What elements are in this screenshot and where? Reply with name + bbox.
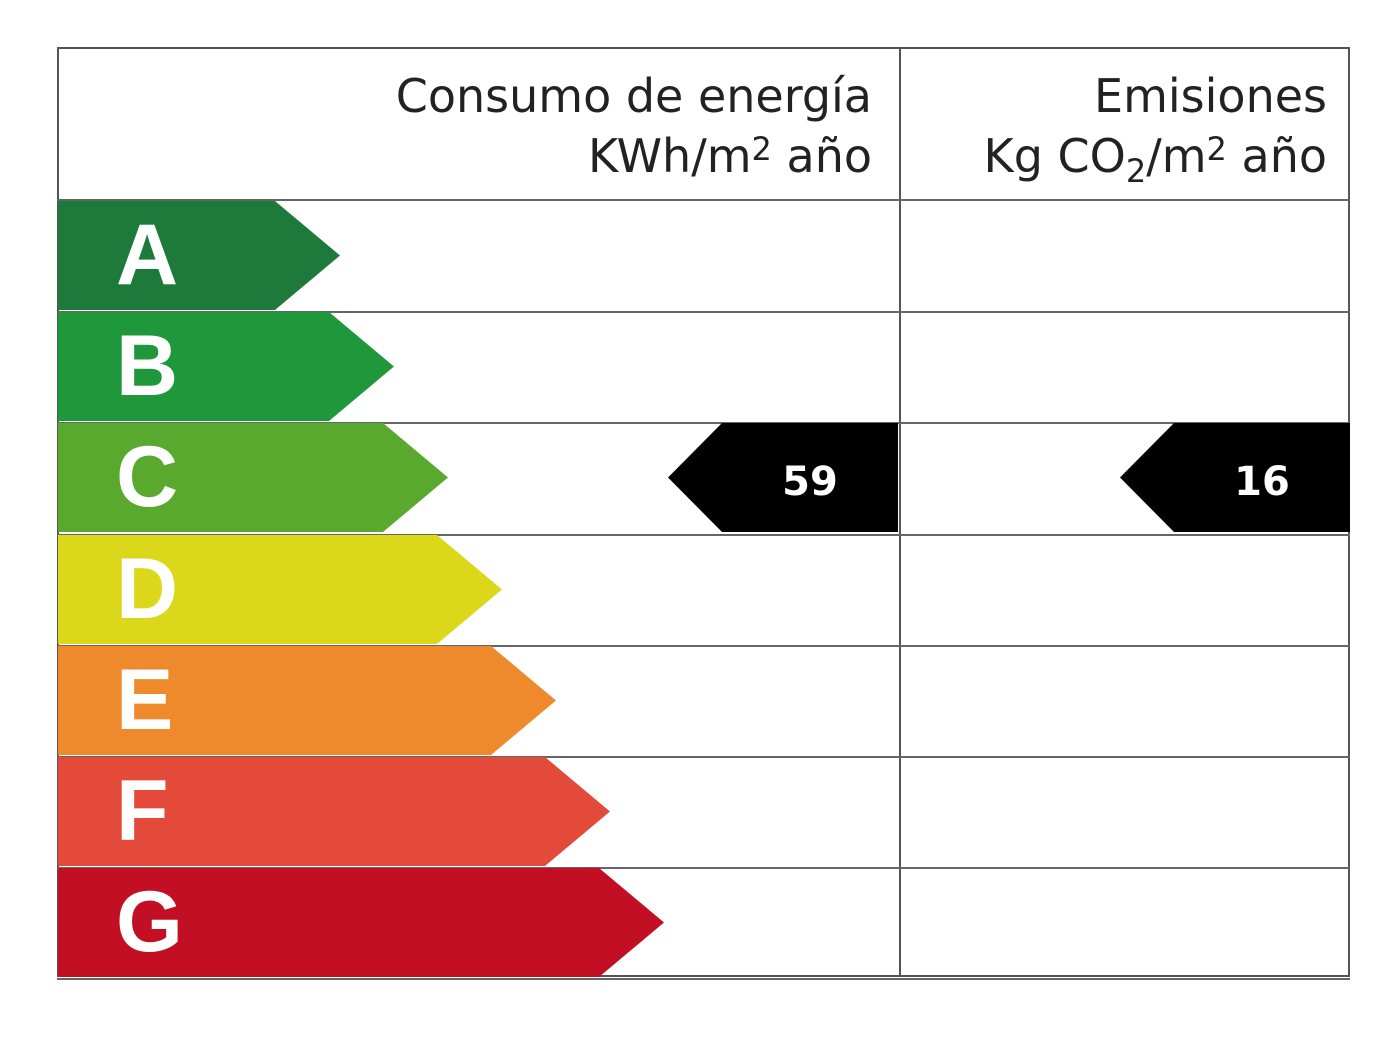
rating-arrow-f: F xyxy=(58,757,610,866)
rating-letter: D xyxy=(116,540,179,637)
rating-letter: A xyxy=(116,207,179,303)
unit-text: /m xyxy=(1146,129,1207,183)
row-divider xyxy=(57,867,1350,870)
unit-text: KWh/m xyxy=(588,129,752,183)
rating-arrow-d: D xyxy=(58,534,502,644)
row-divider xyxy=(57,756,1350,758)
row-divider xyxy=(57,311,1350,314)
emissions-header: Emisiones Kg CO2/m2 año xyxy=(905,66,1328,187)
rating-arrow-g: G xyxy=(58,868,664,978)
emissions-rating-marker: 16 xyxy=(1120,423,1350,533)
unit-sup: 2 xyxy=(751,130,772,168)
energy-header-title: Consumo de energía xyxy=(395,69,872,123)
rating-arrow-a: A xyxy=(58,201,340,310)
row-divider xyxy=(57,422,1350,425)
unit-text: Kg CO xyxy=(983,129,1126,183)
unit-sup: 2 xyxy=(1206,130,1227,168)
rating-arrow-b: B xyxy=(58,312,394,422)
row-divider xyxy=(57,199,1350,201)
row-divider xyxy=(57,978,1350,981)
column-divider xyxy=(899,47,901,977)
rating-letter: F xyxy=(116,763,169,859)
unit-sub: 2 xyxy=(1125,152,1147,190)
rating-value: 16 xyxy=(1234,459,1290,506)
rating-letter: E xyxy=(116,651,174,748)
emissions-header-unit: Kg CO2/m2 año xyxy=(905,126,1328,187)
unit-text: año xyxy=(771,129,873,183)
unit-text: año xyxy=(1226,129,1328,183)
rating-arrow-c: C xyxy=(58,423,448,533)
row-divider xyxy=(57,533,1350,536)
emissions-header-title: Emisiones xyxy=(1094,69,1327,123)
rating-letter: B xyxy=(116,318,179,415)
rating-arrow-e: E xyxy=(58,645,556,755)
rating-letter: C xyxy=(116,429,179,526)
row-divider xyxy=(57,644,1350,647)
energy-header: Consumo de energía KWh/m2 año xyxy=(300,66,872,186)
rating-value: 59 xyxy=(782,459,838,506)
energy-rating-marker: 59 xyxy=(668,423,898,533)
energy-header-unit: KWh/m2 año xyxy=(300,126,872,186)
rating-letter: G xyxy=(116,874,183,971)
